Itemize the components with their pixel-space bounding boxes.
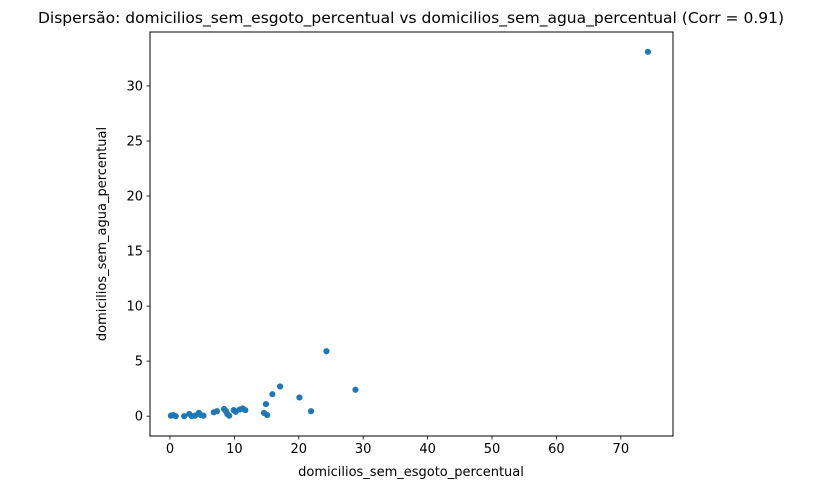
scatter-point bbox=[323, 348, 330, 355]
axis-ticks-layer: 0 10 20 30 40 50 60 70 0 5 10 15 20 25 30 bbox=[126, 79, 629, 457]
scatter-point bbox=[352, 386, 359, 393]
x-tick-label: 20 bbox=[291, 442, 308, 457]
y-tick-label: 20 bbox=[126, 190, 143, 205]
y-tick-label: 15 bbox=[126, 245, 143, 260]
scatter-point bbox=[307, 408, 315, 415]
scatter-point bbox=[644, 48, 651, 55]
x-tick-label: 40 bbox=[419, 442, 436, 457]
scatter-point bbox=[262, 400, 270, 408]
scatter-point bbox=[277, 383, 284, 390]
x-tick-label: 60 bbox=[548, 442, 565, 457]
x-tick-label: 30 bbox=[355, 442, 372, 457]
scatter-point bbox=[296, 394, 303, 401]
x-tick-label: 50 bbox=[484, 442, 501, 457]
scatter-point bbox=[242, 407, 249, 414]
y-tick-label: 5 bbox=[135, 355, 143, 370]
x-axis-label: domicilios_sem_esgoto_percentual bbox=[298, 465, 524, 480]
plot-background bbox=[150, 32, 673, 436]
scatter-point bbox=[200, 412, 207, 419]
scatter-point bbox=[181, 413, 188, 420]
y-tick-label: 10 bbox=[126, 300, 143, 315]
scatter-points-layer bbox=[167, 48, 651, 420]
x-tick-label: 70 bbox=[613, 442, 630, 457]
y-tick-label: 25 bbox=[126, 134, 143, 149]
scatter-point bbox=[213, 408, 221, 415]
plot-frame bbox=[149, 31, 674, 437]
scatter-point bbox=[264, 411, 271, 419]
scatter-point bbox=[269, 391, 276, 398]
y-axis-label: domicilios_sem_agua_percentual bbox=[95, 127, 110, 341]
y-tick-label: 30 bbox=[126, 79, 143, 94]
scatter-point bbox=[172, 413, 179, 420]
x-tick-label: 10 bbox=[226, 442, 243, 457]
y-tick-label: 0 bbox=[135, 410, 143, 425]
chart-title: Dispersão: domicilios_sem_esgoto_percent… bbox=[38, 9, 784, 28]
x-tick-label: 0 bbox=[166, 442, 174, 457]
scatter-point bbox=[226, 412, 233, 419]
